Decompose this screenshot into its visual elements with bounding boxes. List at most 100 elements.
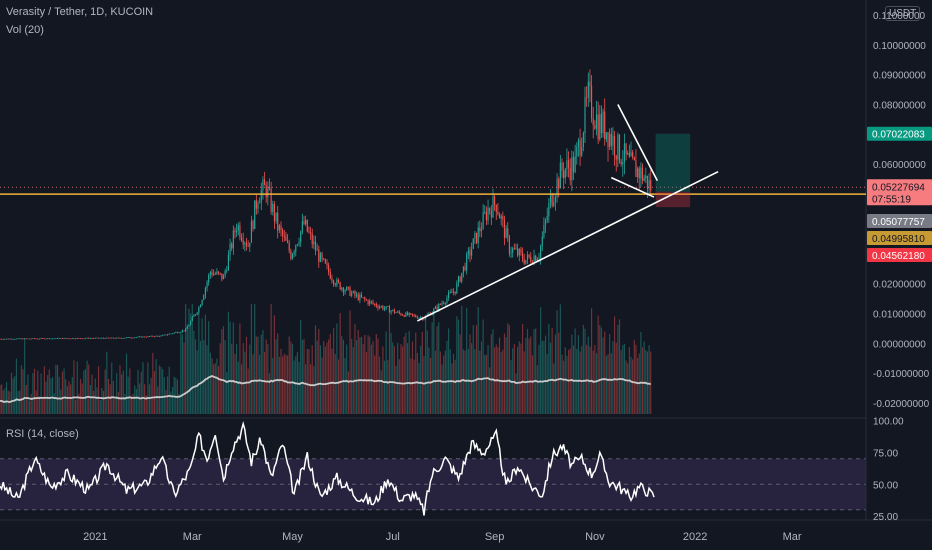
candle-body bbox=[60, 338, 62, 339]
candle-body bbox=[204, 287, 206, 296]
candle-body bbox=[171, 333, 174, 335]
candle-body bbox=[165, 334, 167, 336]
volume-bar bbox=[487, 345, 489, 414]
candle-body bbox=[526, 254, 529, 260]
candle-body bbox=[517, 248, 519, 256]
volume-bar bbox=[637, 358, 639, 414]
candle-body bbox=[240, 237, 243, 241]
volume-bar bbox=[413, 359, 415, 414]
volume-bar bbox=[597, 315, 599, 414]
candle-body bbox=[122, 337, 124, 339]
volume-bar bbox=[70, 384, 72, 414]
candle-body bbox=[224, 270, 226, 276]
candle-body bbox=[595, 114, 598, 129]
candle-body bbox=[612, 135, 614, 146]
candle-body bbox=[27, 338, 29, 340]
volume-bar bbox=[236, 343, 238, 414]
candle-body bbox=[168, 333, 170, 335]
candle-body bbox=[627, 152, 629, 155]
currency-badge[interactable]: USDT bbox=[885, 6, 921, 21]
volume-bar bbox=[285, 354, 287, 414]
candle-body bbox=[0, 338, 1, 340]
candle-body bbox=[319, 253, 322, 262]
candle-body bbox=[484, 211, 486, 213]
candle-body bbox=[510, 252, 512, 254]
candle-body bbox=[454, 291, 456, 294]
candle-body bbox=[30, 338, 32, 340]
candle-body bbox=[137, 336, 139, 338]
candle-body bbox=[22, 338, 24, 340]
candle-body bbox=[420, 317, 422, 319]
volume-bar bbox=[469, 334, 471, 414]
candle-body bbox=[643, 178, 645, 181]
volume-bar bbox=[65, 379, 67, 414]
candle-body bbox=[364, 297, 366, 300]
volume-bar bbox=[326, 342, 328, 414]
volume-bar bbox=[40, 373, 42, 414]
candle-body bbox=[104, 338, 106, 339]
rsi-legend[interactable]: RSI (14, close) bbox=[6, 428, 79, 440]
volume-bar bbox=[367, 335, 369, 414]
volume-bar bbox=[199, 340, 202, 414]
volume-bar bbox=[466, 307, 468, 414]
volume-bar bbox=[129, 368, 131, 414]
candle-body bbox=[155, 335, 157, 337]
candle-body bbox=[270, 188, 272, 212]
candle-body bbox=[554, 197, 556, 203]
candle-body bbox=[614, 135, 616, 156]
volume-legend[interactable]: Vol (20) bbox=[6, 24, 44, 36]
symbol-legend[interactable]: Verasity / Tether, 1D, KUCOIN bbox=[6, 6, 154, 18]
candle-body bbox=[400, 313, 402, 316]
candle-body bbox=[379, 306, 381, 309]
candle-body bbox=[383, 308, 386, 310]
volume-bar bbox=[50, 378, 52, 414]
volume-bar bbox=[541, 340, 543, 414]
candle-body bbox=[298, 242, 300, 245]
candle-body bbox=[485, 211, 487, 221]
drawing-overlays[interactable] bbox=[0, 104, 866, 322]
volume-ma-line bbox=[0, 375, 652, 404]
rsi-pane[interactable] bbox=[0, 421, 866, 516]
candle-body bbox=[121, 337, 123, 339]
volume-bar bbox=[433, 310, 435, 414]
volume-bar bbox=[507, 323, 509, 414]
volume-bar bbox=[480, 341, 483, 414]
candle-body bbox=[564, 169, 566, 179]
volume-bar bbox=[96, 387, 98, 414]
position-entry-label: 0.05077757 bbox=[872, 217, 925, 228]
candle-body bbox=[541, 236, 543, 246]
volume-bar bbox=[283, 353, 285, 414]
candle-body bbox=[214, 273, 216, 275]
volume-bar bbox=[0, 385, 1, 414]
candle-body bbox=[170, 333, 172, 335]
candle-body bbox=[388, 306, 391, 313]
volume-bar bbox=[436, 326, 438, 414]
volume-bar bbox=[181, 334, 183, 414]
volume-bar bbox=[78, 393, 80, 414]
position-target-label-bg bbox=[867, 126, 932, 141]
volume-bar bbox=[183, 342, 185, 414]
volume-bar bbox=[630, 356, 632, 414]
candle-body bbox=[434, 306, 437, 309]
volume-bar bbox=[439, 351, 441, 414]
volume-bar bbox=[91, 374, 93, 414]
volume-bar bbox=[457, 319, 460, 414]
candle-body bbox=[553, 202, 555, 206]
candle-body bbox=[589, 81, 591, 86]
candle-body bbox=[549, 193, 552, 204]
main-price-pane[interactable] bbox=[0, 69, 652, 414]
volume-bar bbox=[61, 371, 64, 414]
volume-bar bbox=[84, 369, 87, 414]
candle-body bbox=[300, 231, 302, 243]
volume-bar bbox=[278, 356, 280, 414]
volume-bar bbox=[130, 395, 133, 414]
volume-bar bbox=[73, 360, 75, 414]
candle-body bbox=[489, 207, 491, 211]
volume-bar bbox=[426, 330, 428, 414]
volume-bar bbox=[489, 367, 491, 414]
candle-body bbox=[497, 211, 499, 215]
volume-bar bbox=[339, 313, 341, 414]
volume-bar bbox=[566, 355, 568, 414]
volume-bar bbox=[564, 347, 566, 414]
